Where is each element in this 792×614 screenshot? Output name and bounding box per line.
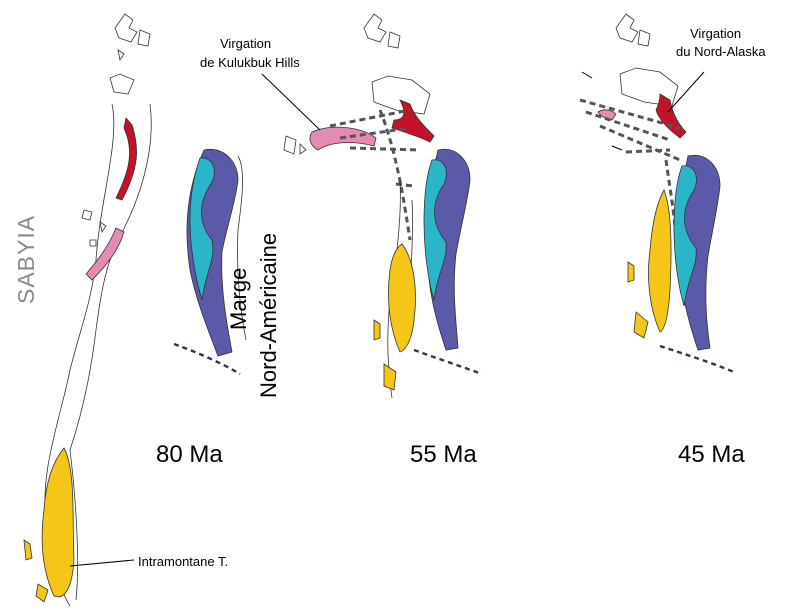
age-label-45: 45 Ma (678, 441, 745, 468)
margin-outline-80ma (237, 155, 247, 341)
margin-cyan-45ma (673, 165, 697, 307)
red-belt-55ma (391, 99, 435, 143)
intramontane-fragment (23, 539, 49, 603)
panel-55ma (283, 13, 483, 399)
pink-belt-45ma (597, 109, 617, 121)
label-kulukbuk-line2: de Kulukbuk Hills (200, 55, 300, 70)
red-belt-45ma (655, 93, 687, 139)
terrane-outline-east (69, 103, 152, 601)
age-label-80: 80 Ma (156, 441, 223, 468)
arctic-islands (109, 13, 151, 95)
leader-intramontane (69, 559, 135, 567)
pink-belt-80ma (85, 227, 125, 281)
intramontane-terrane-45ma (648, 189, 672, 333)
fault-arrows (581, 71, 623, 151)
margin-cyan-80ma (189, 157, 215, 301)
margin-dashed-45ma (659, 344, 735, 374)
label-marge-line1: Marge (226, 268, 251, 330)
leader-kulukbuk (261, 73, 321, 131)
fragments-45 (627, 261, 649, 339)
small-islands (81, 209, 107, 247)
faults-55ma (329, 108, 421, 241)
label-sabyia: SABYIA (13, 215, 39, 304)
faults-45ma (579, 98, 681, 251)
panel-80ma (23, 13, 247, 607)
label-marge-line2: Nord-Américaine (256, 233, 281, 398)
fragments-55 (373, 319, 397, 391)
age-label-55: 55 Ma (410, 441, 477, 468)
arctic-islands-55 (363, 13, 431, 115)
label-nord-alaska-line1: Virgation (690, 26, 741, 41)
red-belt-80ma (115, 117, 137, 201)
label-nord-alaska-line2: du Nord-Alaska (676, 44, 766, 59)
label-intramontane: Intramontane T. (138, 554, 228, 569)
margin-cyan-55ma (423, 159, 447, 301)
margin-dashed-80ma (173, 342, 241, 376)
arctic-islands-45 (615, 13, 679, 107)
panel-45ma (579, 13, 735, 374)
intramontane-terrane-55ma (388, 243, 416, 353)
leader-nord-alaska (667, 71, 705, 113)
intramontane-terrane-80ma (41, 447, 75, 598)
islands-w55 (283, 135, 307, 155)
label-kulukbuk-line1: Virgation (220, 36, 271, 51)
margin-dashed-55ma (413, 348, 483, 376)
